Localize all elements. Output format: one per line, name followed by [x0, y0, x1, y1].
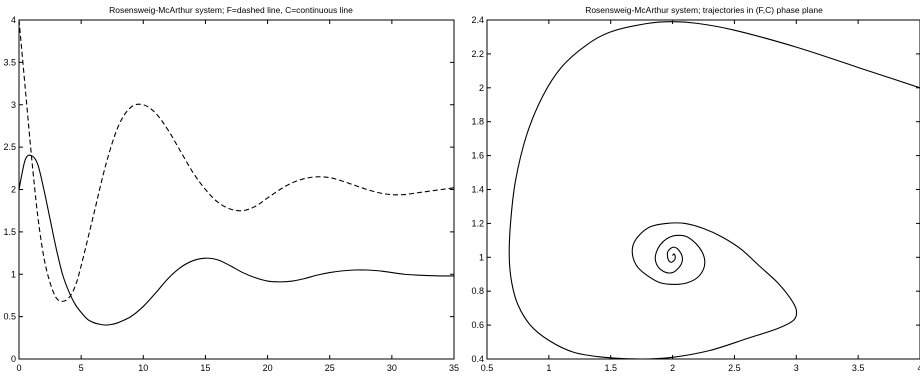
x-tick-label: 30 — [387, 363, 397, 373]
y-tick-label: 2 — [11, 185, 16, 195]
series-group — [18, 19, 455, 326]
y-tick-label: 1.5 — [3, 227, 16, 237]
x-tick-label: 2 — [670, 363, 675, 373]
series-line-solid — [508, 21, 920, 360]
x-tick-label: 25 — [325, 363, 335, 373]
y-tick-label: 1 — [11, 269, 16, 279]
x-tick-label: 0 — [16, 363, 21, 373]
x-tick-label: 1 — [546, 363, 551, 373]
y-tick-label: 1 — [479, 252, 484, 262]
y-tick-label: 3 — [11, 100, 16, 110]
y-tick-label: 2 — [479, 83, 484, 93]
y-tick-label: 2.2 — [471, 49, 484, 59]
y-tick-label: 3.5 — [3, 57, 16, 67]
y-tick-label: 1.2 — [471, 218, 484, 228]
x-tick-label: 3 — [794, 363, 799, 373]
y-tick-label: 0 — [11, 354, 16, 364]
x-tick-label: 3.5 — [852, 363, 865, 373]
y-tick-label: 1.8 — [471, 117, 484, 127]
series-group — [508, 21, 920, 360]
x-tick-label: 15 — [200, 363, 210, 373]
y-tick-label: 2.5 — [3, 142, 16, 152]
y-tick-label: 1.4 — [471, 185, 484, 195]
y-tick-label: 0.4 — [471, 354, 484, 364]
x-tick-label: 1.5 — [604, 363, 617, 373]
x-tick-label: 0.5 — [481, 363, 494, 373]
chart-phase-plane: Rosensweig-McArthur system; trajectories… — [471, 5, 920, 373]
series-line-solid — [18, 154, 455, 326]
y-tick-label: 2.4 — [471, 15, 484, 25]
plot-area — [18, 19, 455, 360]
axis-ticks: 0.5 1 1.5 2 2.5 3 3.5 4 0.4 0.6 0.8 1 1.2 1.4 1.6 1.8 2 2… — [471, 15, 920, 373]
chart-time-series: Rosensweig-McArthur system; F=dashed lin… — [3, 5, 459, 373]
plot-area — [486, 19, 920, 360]
x-tick-label: 5 — [79, 363, 84, 373]
x-tick-label: 4 — [917, 363, 920, 373]
y-tick-label: 4 — [11, 15, 16, 25]
chart-title: Rosensweig-McArthur system; trajectories… — [585, 5, 823, 15]
y-tick-label: 0.5 — [3, 312, 16, 322]
x-tick-label: 2.5 — [728, 363, 741, 373]
x-tick-label: 10 — [138, 363, 148, 373]
axis-ticks: 0 5 10 15 20 25 30 35 0 0.5 1 1.5 2 2.5 3 3.5 4 — [3, 15, 459, 373]
x-tick-label: 35 — [449, 363, 459, 373]
y-tick-label: 0.6 — [471, 320, 484, 330]
x-tick-label: 20 — [263, 363, 273, 373]
chart-title: Rosensweig-McArthur system; F=dashed lin… — [109, 5, 353, 15]
series-line-dashed — [18, 19, 455, 302]
y-tick-label: 1.6 — [471, 151, 484, 161]
y-tick-label: 0.8 — [471, 286, 484, 296]
